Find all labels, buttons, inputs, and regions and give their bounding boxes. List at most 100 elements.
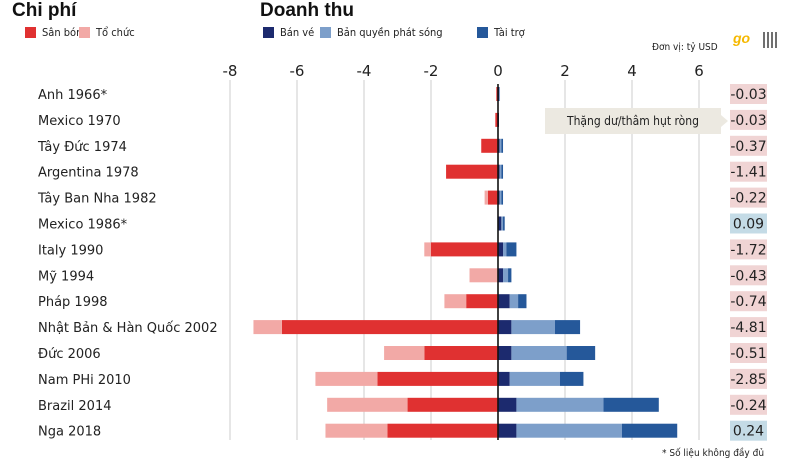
bar-tài-trợ (559, 371, 584, 386)
net-value-label: 0.09 (733, 217, 764, 233)
bar-tài-trợ (503, 216, 505, 231)
bar-bán-vé (498, 397, 517, 412)
net-value-label: -1.41 (730, 165, 766, 181)
x-tick-label: 4 (627, 62, 637, 80)
bar-tài-trợ (566, 346, 596, 360)
bar-bán-vé (498, 242, 504, 257)
bar-bán-vé (498, 346, 512, 360)
bar-tài-trợ (501, 164, 504, 179)
x-tick-label: -6 (290, 62, 305, 80)
net-value-box (730, 368, 767, 389)
net-value-box (730, 343, 767, 363)
bar-bán-vé (498, 190, 500, 205)
x-tick-label: -8 (223, 62, 238, 80)
bar-tài-trợ (508, 268, 512, 283)
net-value-label: -2.85 (730, 372, 766, 388)
net-value-box (730, 420, 767, 441)
bar-tài-trợ (506, 242, 517, 257)
bar-tổ-chức (253, 320, 282, 335)
net-value-box (730, 84, 767, 104)
qr-code-icon (763, 32, 777, 48)
bar-bản-quyền-phát-sóng (503, 268, 509, 283)
bar-sân-bóng (431, 242, 498, 257)
category-label: Mexico 1986* (38, 218, 128, 233)
bar-tổ-chức (424, 242, 431, 257)
bar-bản-quyền-phát-sóng (499, 87, 501, 101)
net-value-box (730, 291, 767, 312)
net-value-box (730, 187, 767, 208)
category-label: Italy 1990 (38, 243, 103, 258)
bar-bán-vé (498, 268, 504, 283)
net-value-box (730, 213, 767, 234)
bar-bán-vé (498, 371, 510, 386)
category-label: Tây Ban Nha 1982 (37, 192, 157, 207)
bar-tài-trợ (603, 397, 659, 412)
net-value-box (730, 135, 767, 156)
bar-bán-vé (498, 294, 510, 309)
bar-sân-bóng (496, 87, 498, 101)
bar-bản-quyền-phát-sóng (499, 164, 502, 179)
net-value-label: -0.74 (730, 294, 766, 310)
watermark-logo: go (733, 30, 751, 46)
bar-tổ-chức (384, 346, 425, 360)
bar-sân-bóng (377, 371, 498, 386)
bar-tổ-chức (444, 294, 467, 309)
x-tick-label: -4 (357, 62, 372, 80)
unit-label: Đơn vị: tỷ USD (652, 42, 718, 53)
bar-sân-bóng (487, 190, 498, 205)
net-value-box (730, 265, 767, 286)
footnote: * Số liệu không đầy đủ (662, 448, 765, 459)
net-value-label: -0.03 (730, 113, 766, 129)
net-value-box (730, 161, 767, 182)
category-label: Nga 2018 (38, 425, 101, 440)
net-value-box (730, 394, 767, 415)
bar-bán-vé (498, 320, 512, 335)
category-label: Anh 1966* (38, 88, 108, 103)
category-label: Nhật Bản & Hàn Quốc 2002 (38, 321, 218, 336)
legend-tai-tro: Tài trợ (477, 26, 525, 39)
net-value-label: -0.03 (730, 87, 766, 103)
bar-bán-vé (498, 423, 517, 438)
bar-sân-bóng (466, 294, 498, 309)
bar-bản-quyền-phát-sóng (516, 397, 604, 412)
x-tick-label: -2 (424, 62, 439, 80)
net-value-label: -4.81 (730, 320, 766, 336)
bar-sân-bóng (387, 423, 498, 438)
x-tick-label: 6 (694, 62, 704, 80)
category-label: Đức 2006 (38, 347, 101, 362)
bar-tài-trợ (501, 138, 504, 153)
category-label: Mexico 1970 (38, 114, 121, 129)
category-label: Nam PHi 2010 (38, 373, 131, 388)
x-tick-label: 0 (493, 62, 503, 80)
bar-bản-quyền-phát-sóng (516, 423, 622, 438)
bar-tổ-chức (327, 397, 408, 412)
legend-ban-quyen: Bản quyền phát sóng (320, 26, 443, 39)
cost-title: Chi phí (12, 0, 77, 21)
net-value-label: -0.37 (730, 139, 766, 155)
bar-bán-vé (498, 216, 502, 231)
bar-tài-trợ (501, 190, 504, 205)
bar-bản-quyền-phát-sóng (511, 346, 567, 360)
bar-sân-bóng (495, 112, 498, 127)
net-annotation: Thặng dư/thâm hụt ròng (545, 108, 728, 134)
net-value-box (730, 109, 767, 130)
net-value-box (730, 239, 767, 260)
bar-bản-quyền-phát-sóng (503, 242, 507, 257)
bar-tài-trợ (621, 423, 678, 438)
bar-sân-bóng (481, 138, 498, 153)
category-label: Brazil 2014 (38, 399, 112, 414)
bar-bản-quyền-phát-sóng (511, 320, 555, 335)
bar-tổ-chức (325, 423, 388, 438)
bar-sân-bóng (281, 320, 498, 335)
legend-san-bong: Sân bóng (25, 26, 89, 39)
bar-tổ-chức (469, 268, 498, 283)
bar-bán-vé (498, 164, 500, 179)
revenue-title: Doanh thu (260, 0, 354, 21)
bar-bản-quyền-phát-sóng (501, 216, 504, 231)
bar-sân-bóng (424, 346, 498, 360)
bar-tài-trợ (554, 320, 581, 335)
net-value-label: -0.43 (730, 268, 766, 284)
bar-bản-quyền-phát-sóng (509, 294, 519, 309)
net-value-label: -0.51 (730, 346, 766, 362)
